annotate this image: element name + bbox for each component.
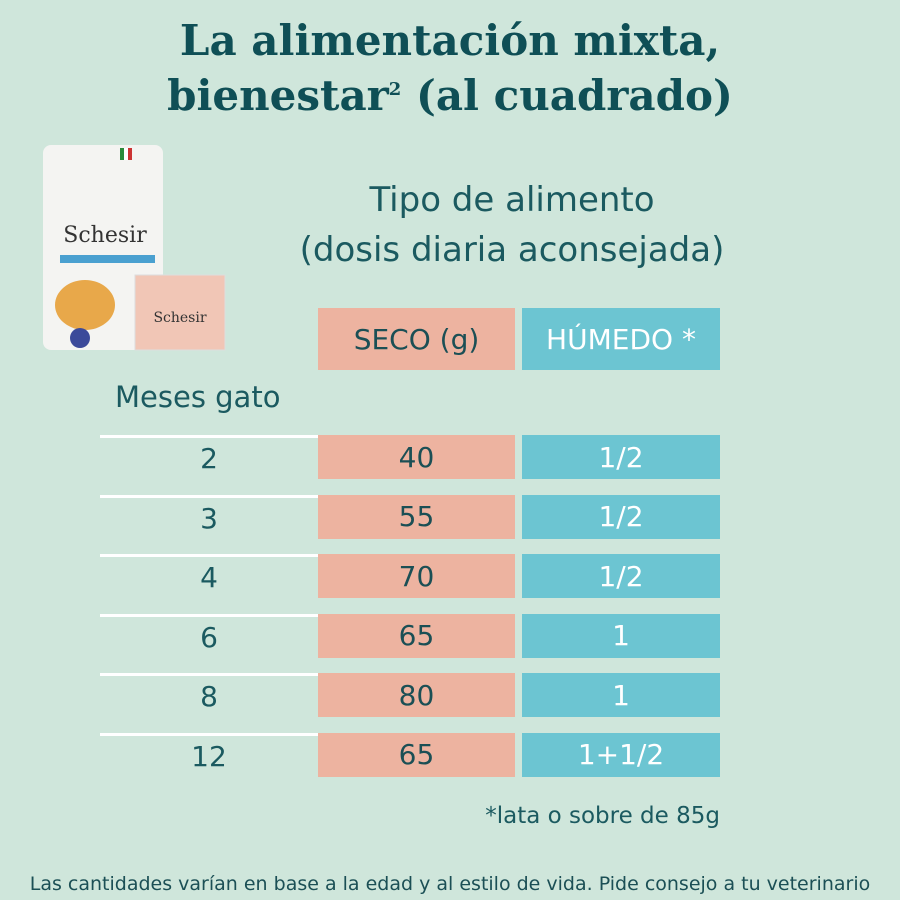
cell: 65 [318, 732, 515, 777]
disclaimer: Las cantidades varían en base a la edad … [29, 873, 871, 895]
band [60, 255, 155, 263]
subtitle: (dosis diaria aconsejada) [299, 230, 725, 270]
cell: 1 [522, 613, 720, 658]
superscript: 2 [388, 79, 402, 100]
cell: 1 [522, 673, 720, 717]
column-header: SECO (g) [318, 308, 515, 370]
cell: 55 [318, 494, 515, 539]
row-label: 6 [100, 613, 318, 658]
cell: 1/2 [522, 494, 720, 539]
title-text: (al cuadrado) [415, 71, 733, 120]
berry [70, 328, 90, 348]
row-label: 12 [100, 732, 318, 777]
cell: 1/2 [522, 435, 720, 479]
cell: 70 [318, 554, 515, 598]
footnote: *lata o sobre de 85g [485, 803, 720, 829]
cell: 1+1/2 [522, 732, 720, 777]
honeycomb [55, 280, 115, 330]
subtitle: Tipo de alimento [369, 180, 655, 220]
product-image: Schesir Schesir [43, 145, 226, 351]
cell: 65 [318, 613, 515, 658]
brand: Schesir [153, 310, 206, 326]
brand: Schesir [63, 223, 147, 248]
title-line2: bienestar2 (al cuadrado) [0, 71, 900, 120]
row-header: Meses gato [115, 380, 281, 414]
row-label: 3 [100, 494, 318, 539]
can [134, 274, 226, 351]
row-label: 8 [100, 673, 318, 717]
column-header: HÚMEDO * [522, 308, 720, 370]
flag [128, 148, 132, 160]
title: La alimentación mixta, [179, 16, 721, 65]
cell: 80 [318, 673, 515, 717]
cell: 1/2 [522, 554, 720, 598]
cell: 40 [318, 435, 515, 479]
row-label: 2 [100, 435, 318, 479]
title-text: bienestar [167, 71, 389, 120]
flag [124, 148, 128, 160]
row-label: 4 [100, 554, 318, 598]
flag [120, 148, 124, 160]
